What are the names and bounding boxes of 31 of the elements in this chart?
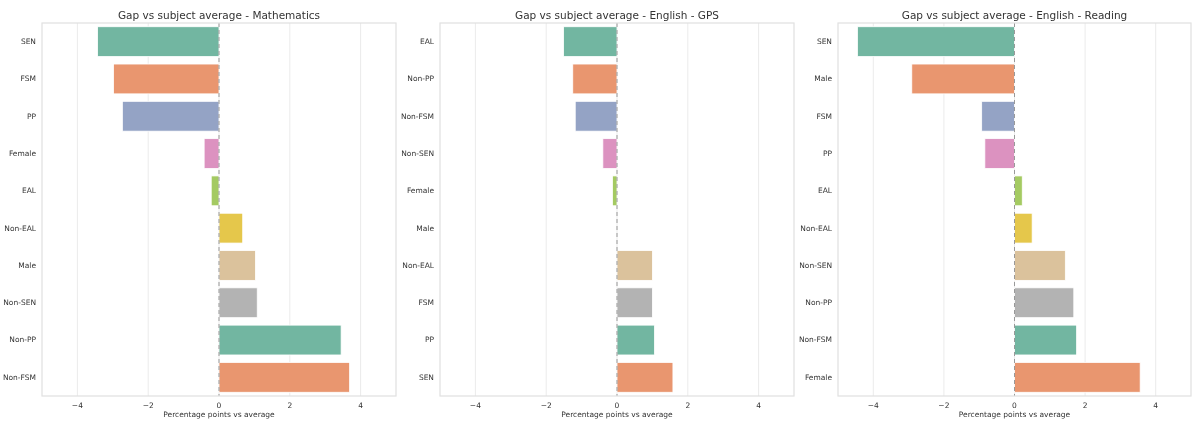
bar bbox=[574, 100, 618, 132]
bar bbox=[563, 26, 618, 57]
bar bbox=[616, 250, 653, 281]
bar bbox=[1014, 287, 1075, 319]
bar bbox=[218, 324, 342, 356]
bar bbox=[218, 212, 244, 244]
bar bbox=[1014, 362, 1141, 393]
bar bbox=[218, 287, 258, 319]
bar bbox=[616, 287, 653, 319]
bar bbox=[572, 63, 618, 95]
bar bbox=[857, 26, 1015, 57]
chart-title: Gap vs subject average - Mathematics bbox=[117, 9, 321, 21]
bar bbox=[911, 63, 1015, 95]
chart-title: Gap vs subject average - English - Reading bbox=[901, 9, 1128, 21]
bar bbox=[210, 175, 220, 207]
bar bbox=[1014, 324, 1078, 356]
bar bbox=[203, 138, 220, 169]
bar bbox=[218, 362, 351, 393]
bar bbox=[218, 250, 256, 281]
bar bbox=[981, 100, 1015, 132]
bar bbox=[121, 100, 220, 132]
bar bbox=[616, 362, 674, 393]
bar bbox=[616, 324, 655, 356]
chart-title: Gap vs subject average - English - GPS bbox=[515, 9, 720, 21]
bar bbox=[1014, 175, 1023, 207]
bar bbox=[1014, 250, 1066, 281]
bar bbox=[1014, 212, 1033, 244]
bar bbox=[984, 138, 1015, 169]
bar bbox=[602, 138, 618, 169]
bar bbox=[97, 26, 220, 57]
bar bbox=[113, 63, 220, 95]
